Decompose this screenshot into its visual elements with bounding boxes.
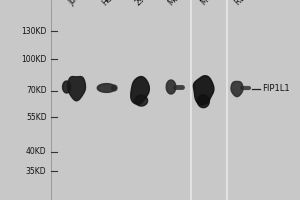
Text: 293T: 293T: [133, 0, 153, 7]
Text: Mouse thymus: Mouse thymus: [199, 0, 245, 7]
Polygon shape: [197, 95, 209, 108]
Text: MCF7: MCF7: [166, 0, 188, 7]
Text: 100KD: 100KD: [21, 54, 46, 64]
Polygon shape: [166, 80, 176, 94]
Text: 35KD: 35KD: [26, 166, 46, 176]
Text: HeLa: HeLa: [100, 0, 120, 7]
Text: 130KD: 130KD: [21, 26, 46, 36]
Polygon shape: [231, 81, 243, 97]
Polygon shape: [97, 84, 116, 92]
Polygon shape: [131, 77, 149, 104]
Text: 70KD: 70KD: [26, 86, 46, 95]
Text: Jurkat: Jurkat: [67, 0, 89, 7]
Polygon shape: [68, 77, 85, 101]
Text: Rat lung: Rat lung: [234, 0, 263, 7]
Polygon shape: [194, 76, 214, 105]
Text: FIP1L1: FIP1L1: [262, 84, 290, 93]
Text: 40KD: 40KD: [26, 148, 46, 156]
Text: 55KD: 55KD: [26, 112, 46, 121]
Polygon shape: [112, 85, 117, 91]
Polygon shape: [63, 81, 71, 93]
Polygon shape: [135, 95, 148, 106]
